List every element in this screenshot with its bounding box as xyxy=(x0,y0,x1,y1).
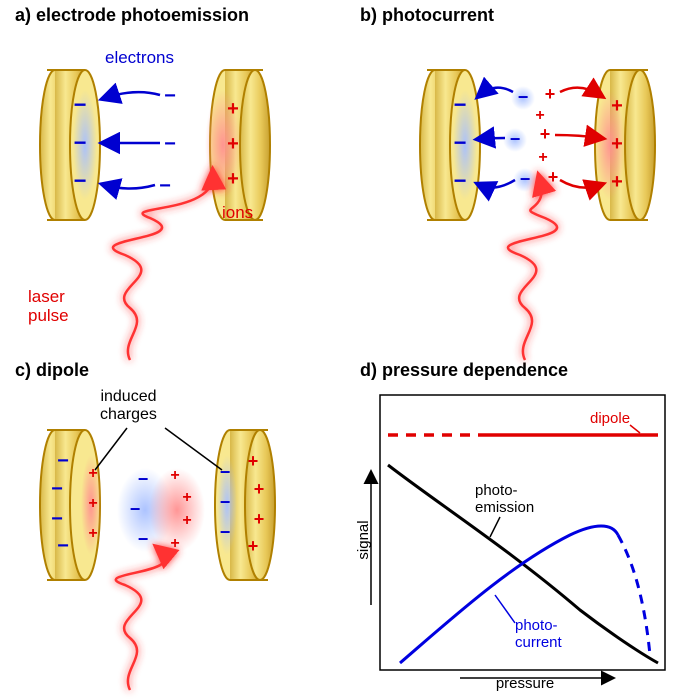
panel-b: − − − + + + − − − + + + + + xyxy=(420,70,655,360)
svg-text:+: + xyxy=(170,535,179,552)
svg-text:+: + xyxy=(611,133,623,155)
svg-text:+: + xyxy=(170,467,179,484)
svg-text:+: + xyxy=(227,98,239,120)
svg-text:−: − xyxy=(520,169,531,189)
diagram-svg: − − − − − − + + + − − − + + + − − − + + … xyxy=(0,0,685,700)
panel-c: − − − − + + + + + + + − − − − − − + + + … xyxy=(40,428,275,690)
svg-text:−: − xyxy=(51,478,63,500)
svg-text:−: − xyxy=(510,129,521,149)
svg-text:emission: emission xyxy=(475,499,534,516)
svg-text:dipole: dipole xyxy=(590,410,630,427)
svg-text:+: + xyxy=(88,495,97,512)
svg-text:+: + xyxy=(611,95,623,117)
svg-text:+: + xyxy=(227,168,239,190)
svg-text:+: + xyxy=(182,489,191,506)
svg-text:−: − xyxy=(74,92,87,117)
svg-text:+: + xyxy=(248,451,259,471)
svg-text:+: + xyxy=(227,133,239,155)
svg-text:+: + xyxy=(611,171,623,193)
svg-text:+: + xyxy=(88,525,97,542)
svg-text:+: + xyxy=(248,536,259,556)
electrode-left xyxy=(40,70,100,220)
svg-text:−: − xyxy=(454,130,467,155)
svg-text:−: − xyxy=(51,508,63,530)
svg-text:−: − xyxy=(164,85,176,107)
svg-text:−: − xyxy=(138,529,149,549)
svg-text:−: − xyxy=(74,130,87,155)
laser-label: laserpulse xyxy=(28,288,69,325)
y-axis-label: signal xyxy=(355,520,372,559)
svg-text:+: + xyxy=(254,509,265,529)
svg-text:−: − xyxy=(454,92,467,117)
svg-text:+: + xyxy=(535,107,544,124)
svg-text:+: + xyxy=(182,512,191,529)
panel-d-chart: signal pressure dipole photo- emission p… xyxy=(355,395,665,692)
svg-text:−: − xyxy=(220,492,231,512)
svg-text:−: − xyxy=(518,87,529,107)
svg-text:+: + xyxy=(538,149,547,166)
svg-text:−: − xyxy=(220,462,231,482)
svg-text:−: − xyxy=(57,450,69,472)
svg-text:+: + xyxy=(540,124,551,144)
svg-text:−: − xyxy=(159,175,171,197)
svg-text:+: + xyxy=(548,167,559,187)
svg-text:−: − xyxy=(74,168,87,193)
ions-label: ions xyxy=(222,203,253,223)
svg-text:photo-: photo- xyxy=(515,617,558,634)
induced-label: inducedcharges xyxy=(100,388,157,423)
svg-text:−: − xyxy=(130,499,141,519)
svg-text:+: + xyxy=(254,479,265,499)
svg-text:−: − xyxy=(454,168,467,193)
svg-text:photo-: photo- xyxy=(475,482,518,499)
svg-text:+: + xyxy=(545,84,556,104)
svg-text:−: − xyxy=(220,522,231,542)
svg-text:current: current xyxy=(515,634,563,651)
electrons-label: electrons xyxy=(105,48,174,68)
svg-text:−: − xyxy=(164,133,176,155)
svg-text:−: − xyxy=(57,535,69,557)
svg-text:−: − xyxy=(138,469,149,489)
